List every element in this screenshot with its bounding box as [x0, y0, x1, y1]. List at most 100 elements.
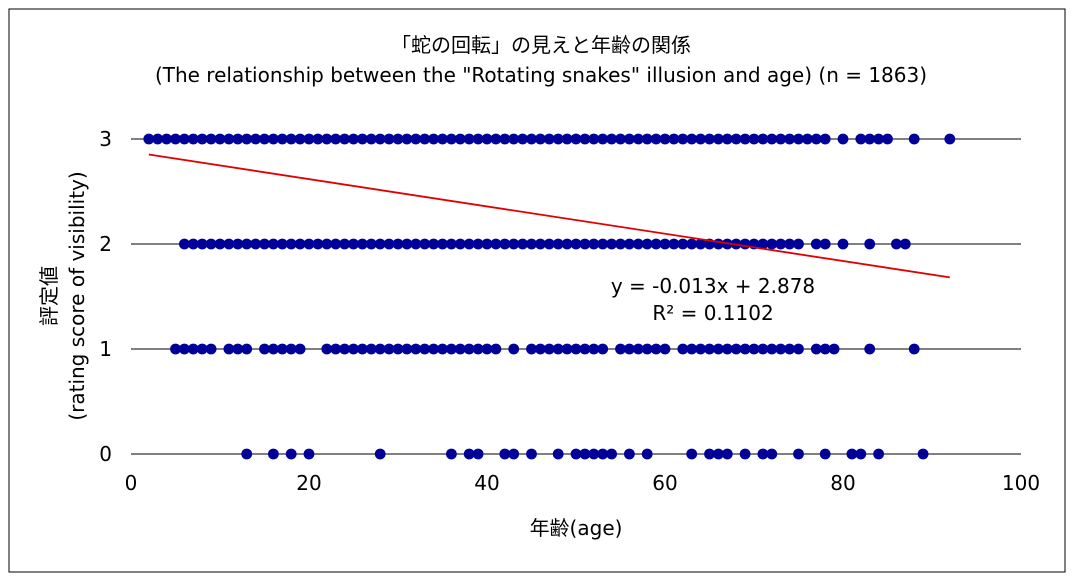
data-point [463, 238, 475, 250]
data-point [561, 238, 573, 250]
data-point [312, 133, 324, 145]
data-point [810, 343, 822, 355]
data-point [730, 133, 742, 145]
data-point [677, 238, 689, 250]
data-point [401, 133, 413, 145]
data-point [205, 238, 217, 250]
data-point [508, 343, 520, 355]
data-point [597, 133, 609, 145]
data-point [214, 238, 226, 250]
data-point [285, 238, 297, 250]
data-point [392, 133, 404, 145]
data-point [864, 343, 876, 355]
x-tick-0: 0 [125, 471, 138, 495]
data-point [321, 133, 333, 145]
data-point [615, 238, 626, 250]
y-tick-labels: 0 1 2 3 [99, 127, 112, 466]
data-point [526, 238, 537, 250]
data-point [321, 238, 333, 250]
data-point [232, 133, 244, 145]
data-point [855, 133, 867, 145]
data-point [606, 133, 617, 145]
data-point [606, 448, 617, 460]
data-point [597, 343, 609, 355]
data-point [259, 238, 270, 250]
data-point [810, 133, 822, 145]
data-point [882, 133, 893, 145]
data-point [757, 133, 769, 145]
data-point [196, 343, 208, 355]
data-point [241, 343, 253, 355]
data-point [837, 238, 849, 250]
data-point [223, 133, 235, 145]
data-point [241, 133, 253, 145]
data-point [757, 238, 769, 250]
data-point [152, 133, 164, 145]
data-point [232, 238, 244, 250]
data-point [499, 448, 511, 460]
data-point [250, 133, 261, 145]
data-point [392, 343, 404, 355]
data-point [419, 133, 431, 145]
data-point [294, 133, 306, 145]
data-point [739, 448, 751, 460]
data-point [428, 238, 439, 250]
data-point [348, 238, 359, 250]
data-point [374, 448, 386, 460]
data-point [837, 133, 849, 145]
x-axis-label: 年齢(age) [530, 516, 623, 540]
data-point [401, 343, 413, 355]
x-tick-20: 20 [296, 471, 321, 495]
data-point [561, 343, 573, 355]
data-point [143, 133, 155, 145]
x-tick-60: 60 [652, 471, 677, 495]
data-point [784, 133, 795, 145]
data-point [437, 238, 448, 250]
data-point [463, 133, 475, 145]
data-point [721, 133, 733, 145]
data-point [490, 343, 502, 355]
data-point [481, 238, 493, 250]
data-point [802, 133, 813, 145]
data-point [588, 448, 600, 460]
data-point [793, 133, 804, 145]
data-point [472, 448, 484, 460]
data-point [472, 133, 484, 145]
data-point [659, 343, 671, 355]
data-point [205, 133, 217, 145]
data-point [348, 343, 359, 355]
data-point [917, 448, 929, 460]
data-point [775, 133, 787, 145]
data-point [677, 343, 689, 355]
data-point [481, 133, 493, 145]
y-tick-2: 2 [99, 232, 112, 256]
data-point [365, 238, 377, 250]
data-point [624, 343, 635, 355]
data-point [508, 238, 520, 250]
data-point [864, 133, 876, 145]
data-point [588, 238, 600, 250]
data-point [196, 133, 208, 145]
data-point [526, 133, 537, 145]
data-point [615, 343, 626, 355]
data-point [873, 133, 884, 145]
trend-equation: y = -0.013x + 2.878 [611, 274, 815, 298]
data-point [793, 343, 804, 355]
data-point [472, 343, 484, 355]
data-point [268, 238, 279, 250]
data-point [704, 448, 715, 460]
data-point [588, 133, 600, 145]
data-point [276, 343, 288, 355]
data-point [819, 238, 831, 250]
r-squared-label: R² = 0.1102 [652, 301, 773, 325]
data-point [632, 238, 644, 250]
data-point [517, 133, 528, 145]
data-point [695, 133, 706, 145]
data-point [365, 343, 377, 355]
data-point [303, 238, 315, 250]
data-point [419, 238, 431, 250]
data-point [552, 238, 564, 250]
data-point [357, 133, 368, 145]
data-point [517, 238, 528, 250]
data-point [392, 238, 404, 250]
